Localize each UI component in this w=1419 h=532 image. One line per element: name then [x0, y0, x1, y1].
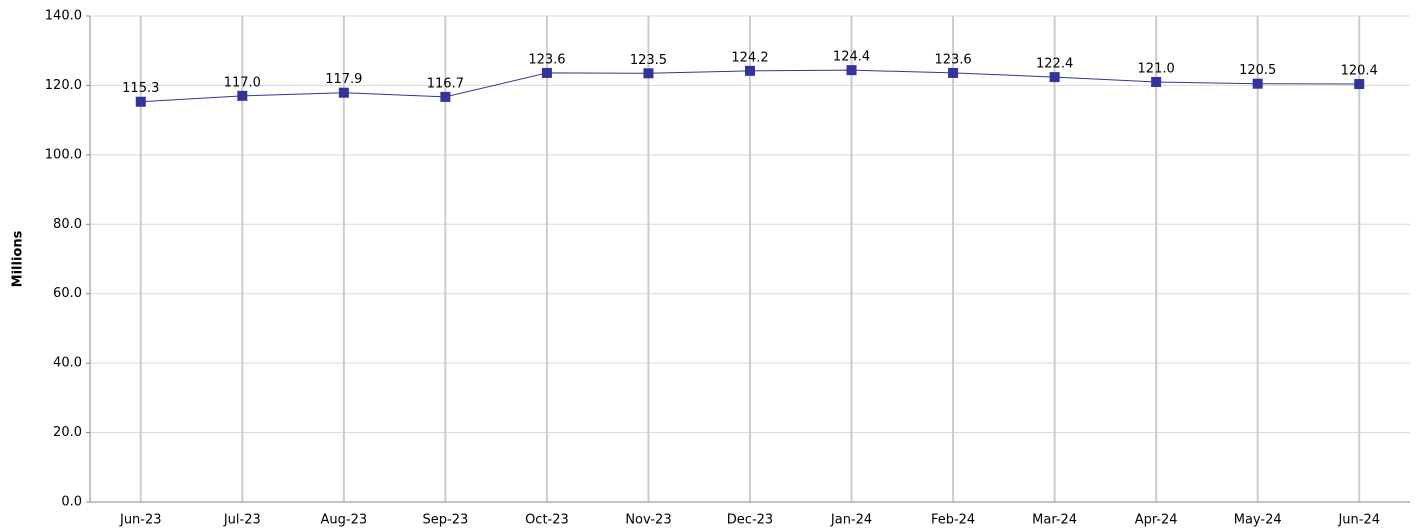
marker: [541, 67, 552, 78]
x-tick-label: Sep-23: [423, 513, 469, 528]
x-tick-label: Jun-24: [1337, 513, 1380, 528]
data-label: 120.4: [1341, 64, 1378, 79]
marker: [1049, 72, 1060, 83]
x-tick-label: May-24: [1234, 513, 1282, 528]
data-label: 117.9: [325, 72, 362, 87]
x-tick-label: Jul-23: [223, 513, 261, 528]
data-label: 120.5: [1239, 63, 1276, 78]
data-label: 123.5: [630, 53, 667, 68]
marker: [846, 65, 857, 76]
y-tick-label: 20.0: [53, 425, 82, 440]
data-label: 117.0: [224, 75, 261, 90]
x-tick-label: Jan-24: [830, 513, 872, 528]
x-tick-label: Nov-23: [625, 513, 671, 528]
y-tick-label: 40.0: [53, 356, 82, 371]
y-axis-label: Millions: [11, 230, 26, 287]
x-tick-label: Jun-23: [119, 513, 162, 528]
x-tick-label: Dec-23: [727, 513, 773, 528]
data-label: 115.3: [122, 81, 159, 96]
data-label: 122.4: [1036, 57, 1073, 72]
data-label: 121.0: [1138, 61, 1175, 76]
y-tick-label: 140.0: [45, 9, 82, 24]
y-tick-label: 120.0: [45, 78, 82, 93]
y-tick-label: 80.0: [53, 217, 82, 232]
marker: [135, 96, 146, 107]
marker: [1354, 79, 1365, 90]
data-label: 116.7: [427, 76, 464, 91]
y-tick-label: 0.0: [61, 495, 82, 510]
marker: [1252, 78, 1263, 89]
data-label: 123.6: [528, 52, 565, 67]
marker: [338, 87, 349, 98]
x-tick-label: Oct-23: [525, 513, 569, 528]
marker: [440, 91, 451, 102]
marker: [643, 68, 654, 79]
data-label: 124.4: [833, 50, 870, 65]
x-tick-label: Aug-23: [321, 513, 368, 528]
x-tick-label: Feb-24: [931, 513, 975, 528]
marker: [948, 67, 959, 78]
x-tick-label: Apr-24: [1135, 513, 1178, 528]
marker: [237, 90, 248, 101]
y-tick-label: 100.0: [45, 147, 82, 162]
y-tick-label: 60.0: [53, 286, 82, 301]
x-tick-label: Mar-24: [1032, 513, 1077, 528]
marker: [1151, 76, 1162, 87]
marker: [745, 65, 755, 76]
data-label: 124.2: [731, 50, 768, 65]
data-label: 123.6: [934, 52, 971, 67]
